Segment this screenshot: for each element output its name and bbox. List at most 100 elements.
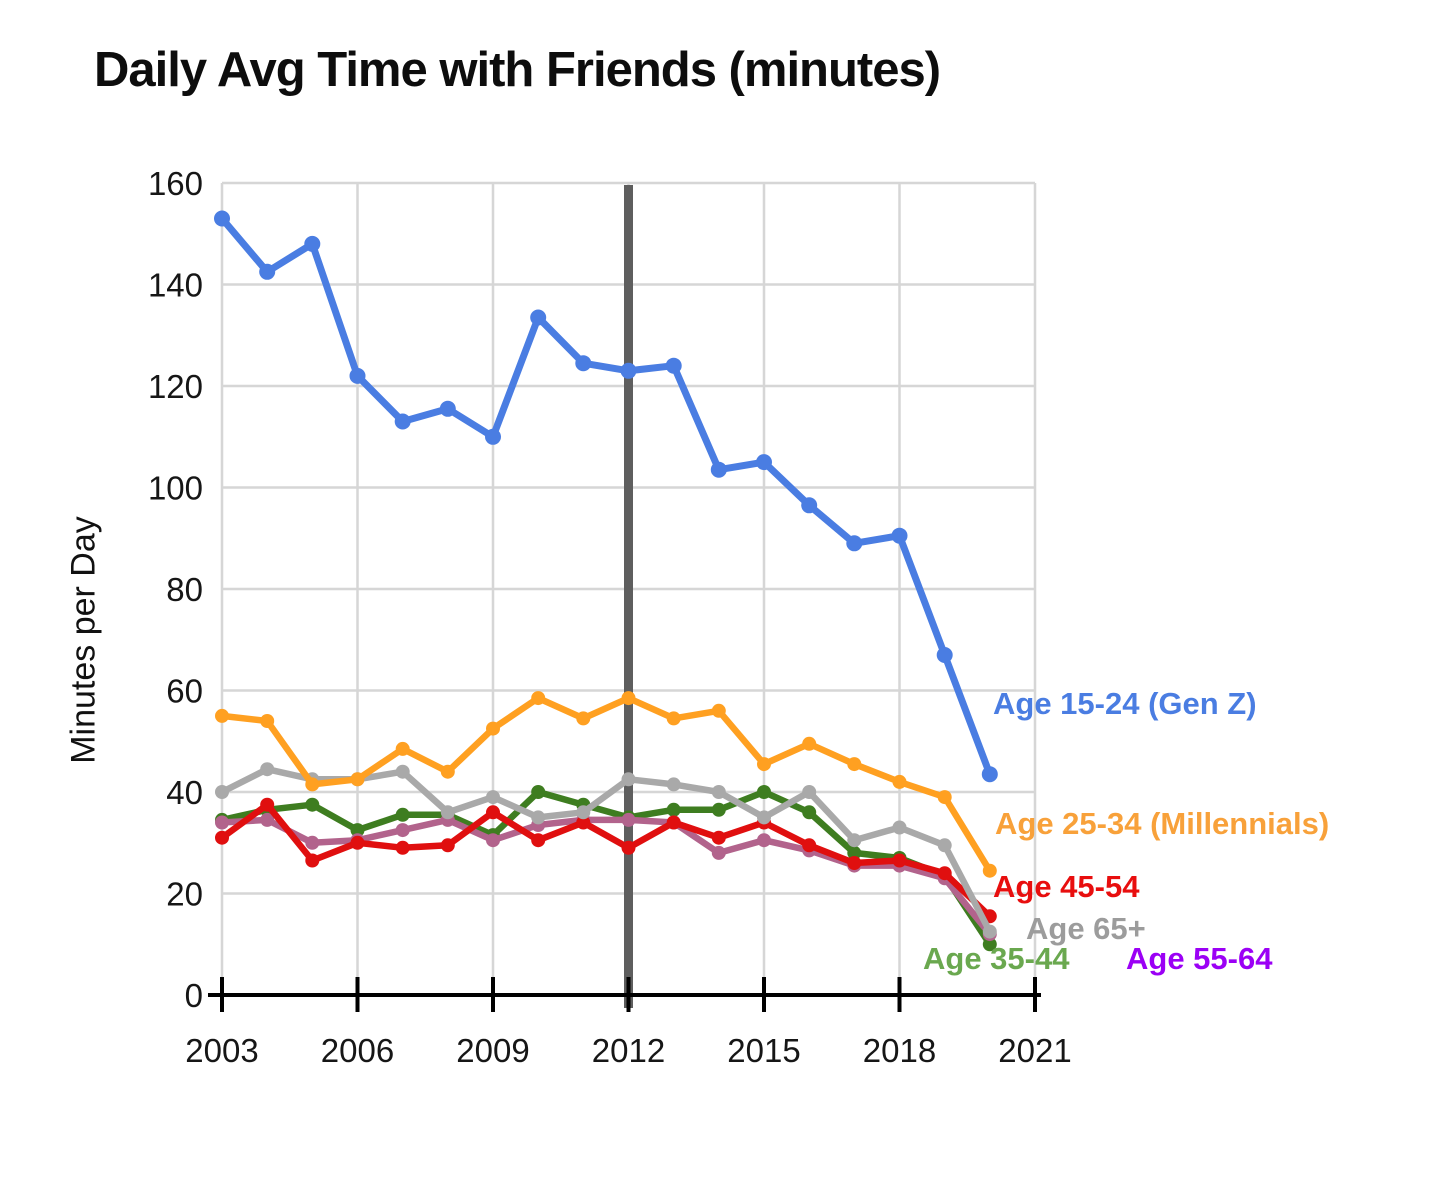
x-tick-label: 2012 xyxy=(592,1032,665,1069)
series-point-age-35-44 xyxy=(847,845,862,860)
legend-label-age-15-24: Age 15-24 (Gen Z) xyxy=(993,686,1257,721)
series-point-age-45-54 xyxy=(711,830,726,845)
series-point-age-15-24 xyxy=(891,527,908,544)
series-point-age-35-44 xyxy=(305,797,320,812)
series-point-age-25-34 xyxy=(982,863,997,878)
series-point-age-25-34 xyxy=(892,774,907,789)
y-tick-label: 0 xyxy=(185,977,203,1014)
series-point-age-25-34 xyxy=(711,703,726,718)
series-point-age-25-34 xyxy=(847,757,862,772)
series-point-age-55-64 xyxy=(486,833,500,848)
y-tick-label: 20 xyxy=(166,876,203,913)
series-point-age-15-24 xyxy=(620,362,637,379)
series-point-age-45-54 xyxy=(847,856,862,870)
series-point-age-25-34 xyxy=(621,691,636,706)
series-point-age-45-54 xyxy=(531,833,546,848)
series-point-age-15-24 xyxy=(756,454,772,471)
series-point-age-25-34 xyxy=(666,711,681,726)
x-tick-label: 2009 xyxy=(456,1032,529,1069)
series-point-age-45-54 xyxy=(260,797,275,812)
series-point-age-25-34 xyxy=(757,757,771,772)
series-point-age-15-24 xyxy=(349,367,366,384)
page-title: Daily Avg Time with Friends (minutes) xyxy=(94,43,941,97)
series-point-age-25-34 xyxy=(305,777,320,792)
series-point-age-25-34 xyxy=(802,736,817,751)
series-point-age-25-34 xyxy=(486,721,500,736)
x-tick-label: 2015 xyxy=(727,1032,800,1069)
series-point-age-15-24 xyxy=(801,497,818,514)
series-point-age-15-24 xyxy=(214,210,230,227)
series-point-age-35-44 xyxy=(982,937,997,952)
legend-label-age-25-34: Age 25-34 (Millennials) xyxy=(995,806,1330,841)
series-point-age-65-plus xyxy=(802,785,817,799)
series-point-age-65-plus xyxy=(440,805,455,820)
series-point-age-15-24 xyxy=(936,647,953,663)
series-point-age-15-24 xyxy=(846,535,863,552)
series-point-age-15-24 xyxy=(575,355,592,372)
series-point-age-35-44 xyxy=(757,785,771,799)
series-point-age-15-24 xyxy=(710,461,727,478)
y-tick-label: 80 xyxy=(166,571,203,608)
series-point-age-65-plus xyxy=(260,762,275,777)
series-point-age-45-54 xyxy=(440,838,455,853)
series-point-age-55-64 xyxy=(215,815,229,830)
series-point-age-35-44 xyxy=(711,802,726,817)
x-tick-label: 2021 xyxy=(998,1032,1071,1069)
series-line-age-35-44 xyxy=(218,788,994,948)
series-point-age-25-34 xyxy=(440,764,455,779)
x-tick-label: 2003 xyxy=(185,1032,258,1069)
series-point-age-55-64 xyxy=(621,812,636,827)
series-line-age-25-34 xyxy=(218,694,994,874)
series-point-age-15-24 xyxy=(981,766,998,783)
series-point-age-45-54 xyxy=(215,830,229,845)
y-tick-label: 140 xyxy=(148,267,203,304)
y-axis-title: Minutes per Day xyxy=(64,516,103,764)
series-point-age-65-plus xyxy=(395,764,410,779)
series-point-age-35-44 xyxy=(395,807,410,822)
series-point-age-65-plus xyxy=(892,820,907,835)
series-point-age-55-64 xyxy=(305,835,320,850)
series-point-age-65-plus xyxy=(711,785,726,799)
series-point-age-25-34 xyxy=(350,772,365,787)
y-tick-label: 120 xyxy=(148,368,203,405)
series-point-age-25-34 xyxy=(576,711,591,726)
series-point-age-25-34 xyxy=(215,708,229,723)
series-point-age-45-54 xyxy=(305,853,320,868)
y-tick-label: 100 xyxy=(148,470,203,507)
series-point-age-45-54 xyxy=(350,835,365,850)
series-point-age-15-24 xyxy=(439,400,456,417)
series-point-age-15-24 xyxy=(665,357,682,374)
series-point-age-25-34 xyxy=(260,714,275,728)
y-tick-label: 40 xyxy=(166,774,203,811)
series-point-age-25-34 xyxy=(937,790,952,805)
series-point-age-55-64 xyxy=(395,823,410,838)
y-tick-label: 60 xyxy=(166,673,203,710)
series-point-age-65-plus xyxy=(576,805,591,820)
series-point-age-55-64 xyxy=(757,833,771,848)
series-point-age-45-54 xyxy=(892,853,907,868)
series-point-age-65-plus xyxy=(847,833,862,848)
series-point-age-45-54 xyxy=(666,815,681,830)
series-point-age-45-54 xyxy=(395,840,410,855)
series-point-age-65-plus xyxy=(982,924,997,939)
legend-label-age-35-44: Age 35-44 xyxy=(923,941,1070,976)
series-point-age-25-34 xyxy=(395,741,410,756)
legend-label-age-55-64: Age 55-64 xyxy=(1126,941,1273,976)
series-point-age-35-44 xyxy=(802,805,817,820)
series-point-age-65-plus xyxy=(486,790,500,805)
x-tick-label: 2006 xyxy=(321,1032,394,1069)
series-point-age-55-64 xyxy=(260,812,275,827)
series-point-age-15-24 xyxy=(530,309,547,326)
series-point-age-45-54 xyxy=(621,840,636,855)
series-point-age-55-64 xyxy=(711,845,726,860)
series-point-age-15-24 xyxy=(485,428,501,445)
series-point-age-35-44 xyxy=(666,802,681,817)
y-tick-label: 160 xyxy=(148,165,203,202)
series-point-age-15-24 xyxy=(394,413,411,430)
series-point-age-15-24 xyxy=(304,235,321,252)
series-point-age-45-54 xyxy=(576,815,591,830)
series-point-age-65-plus xyxy=(621,772,636,787)
series-point-age-45-54 xyxy=(937,866,952,881)
